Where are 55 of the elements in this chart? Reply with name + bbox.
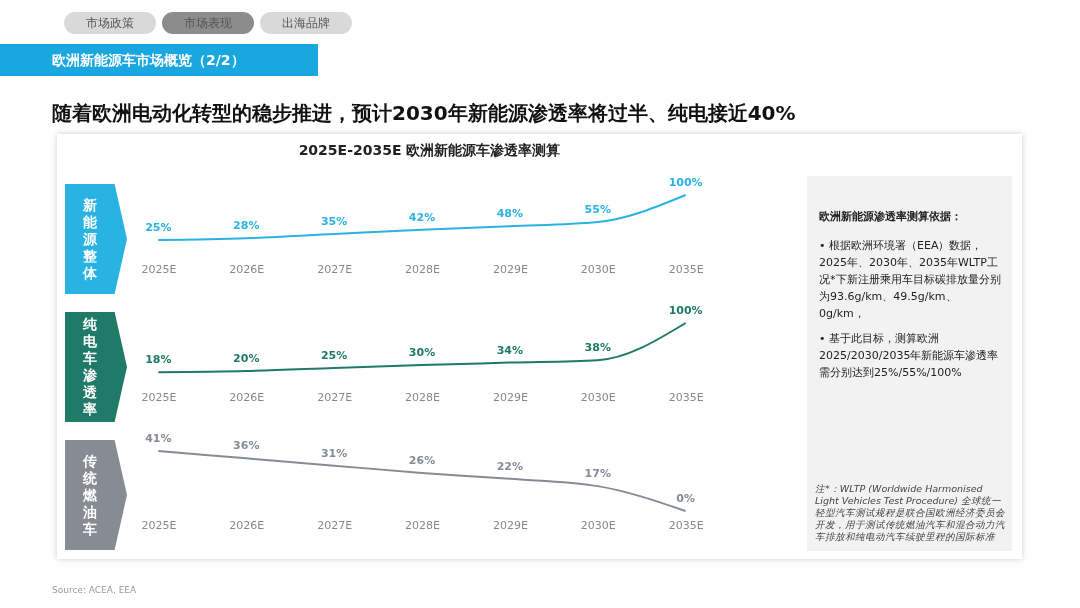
x-tick-label: 2030E	[580, 390, 616, 404]
y-axis-title: 传统燃油车	[83, 452, 97, 538]
x-tick-label: 2028E	[405, 518, 441, 532]
x-tick-label: 2029E	[492, 390, 528, 404]
x-tick-label: 2035E	[668, 262, 704, 276]
data-label: 25%	[320, 349, 348, 362]
data-label: 100%	[668, 176, 703, 189]
x-tick-label: 2025E	[141, 390, 177, 404]
chart-subtitle: 随着欧洲电动化转型的稳步推进，预计2030年新能源渗透率将过半、纯电接近40%	[52, 100, 796, 127]
data-label: 31%	[320, 446, 348, 460]
x-tick-label: 2026E	[229, 390, 265, 404]
data-label: 20%	[233, 352, 260, 365]
x-tick-label: 2026E	[229, 518, 265, 532]
text: • 基于此目标，测算欧洲2025/2030/2035年新能源车渗透率需分别达到25%/55%/100%	[819, 331, 1000, 381]
x-tick-label: 2027E	[317, 390, 353, 404]
text: • 根据欧洲环境署（EEA）数据，2025年、2030年、2035年WLTP工况*下新注册乘用车目标碳排放量分别为93.6g/km、49.5g/km、0g/km，	[819, 238, 1002, 322]
data-label: 34%	[496, 343, 524, 357]
source-note: Source: ACEA, EEA	[52, 585, 137, 595]
x-tick-label: 2028E	[405, 390, 441, 404]
x-tick-label: 2025E	[141, 262, 177, 276]
data-label: 25%	[145, 221, 172, 234]
x-tick-label: 2029E	[492, 518, 528, 532]
text: 市场政策	[64, 12, 156, 34]
x-tick-label: 2028E	[405, 262, 441, 276]
data-label: 30%	[408, 346, 436, 359]
data-label: 17%	[584, 467, 611, 481]
chart-title: 2025E-2035E 欧洲新能源车渗透率测算	[297, 142, 562, 160]
x-tick-label: 2035E	[668, 390, 704, 404]
x-tick-label: 2027E	[317, 518, 353, 532]
x-tick-label: 2030E	[580, 518, 616, 532]
data-label: 38%	[584, 341, 611, 355]
x-tick-label: 2035E	[668, 518, 704, 532]
data-label: 42%	[408, 210, 436, 224]
data-label: 100%	[668, 304, 703, 317]
data-label: 26%	[408, 453, 436, 467]
text: 注*：WLTP (Worldwide Harmonised Light Vehicles Test Procedure) 全球统一轻型汽车测试规程是联合国欧洲经济委员会开发，用于测试传统燃油汽车和混合动力汽车排放和纯电动汽车续驶里程的国际标准	[815, 483, 1006, 543]
x-tick-label: 2027E	[317, 262, 353, 276]
data-label: 0%	[676, 492, 695, 505]
data-label: 55%	[584, 203, 611, 216]
data-label: 35%	[320, 215, 348, 228]
text: 欧洲新能源车市场概览（2/2）	[0, 44, 318, 76]
y-axis-title: 新能源整体	[83, 196, 97, 282]
x-tick-label: 2026E	[229, 262, 265, 276]
data-label: 48%	[496, 207, 524, 221]
text: 欧洲新能源渗透率测算依据：	[819, 209, 963, 225]
data-label: 18%	[145, 353, 172, 367]
x-tick-label: 2029E	[492, 262, 528, 276]
text: 出海品牌	[260, 12, 352, 34]
x-tick-label: 2025E	[141, 518, 177, 532]
y-axis-title: 纯电车渗透率	[83, 316, 97, 418]
data-label: 22%	[496, 459, 524, 473]
data-label: 36%	[233, 439, 260, 453]
data-label: 41%	[145, 432, 172, 445]
x-tick-label: 2030E	[580, 262, 616, 276]
data-label: 28%	[233, 219, 260, 233]
